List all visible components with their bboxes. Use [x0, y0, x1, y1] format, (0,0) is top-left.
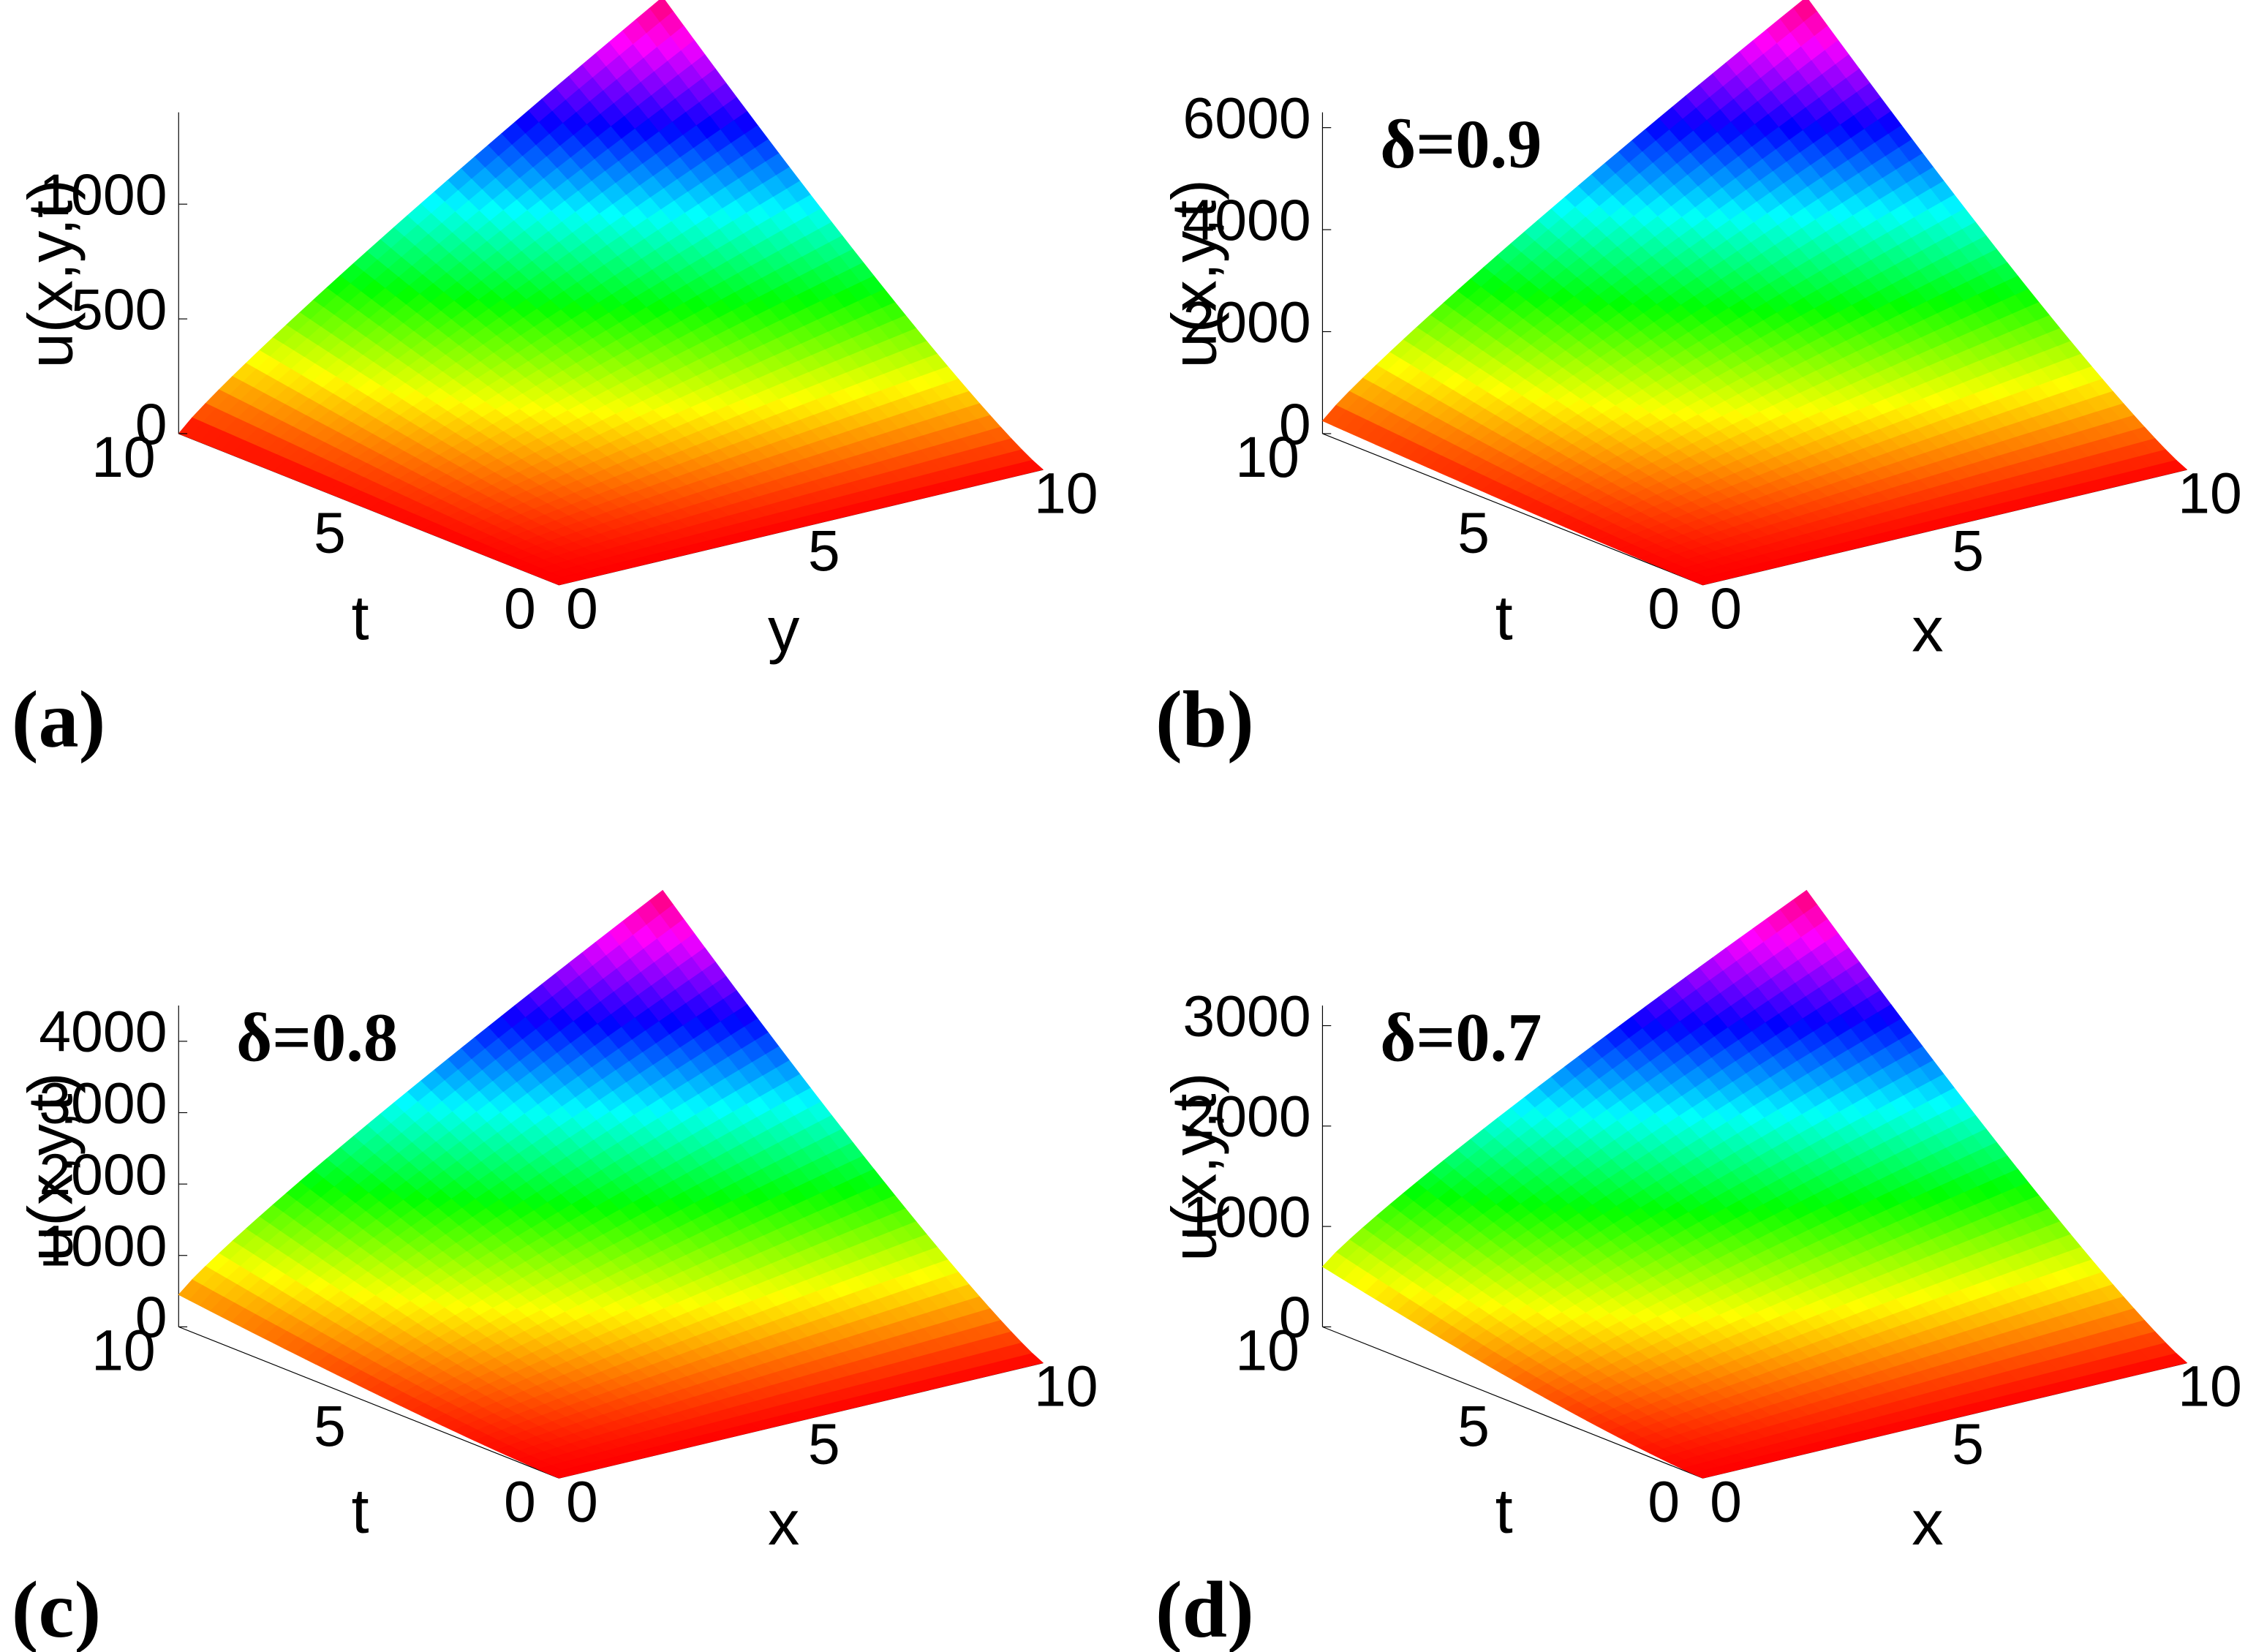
x-tick-label: 0: [566, 576, 598, 641]
surface: [178, 889, 1044, 1479]
t-axis-label: t: [351, 1476, 369, 1547]
t-axis-label: t: [351, 584, 369, 654]
z-tick-label: 0: [135, 1285, 167, 1349]
t-tick-label: 10: [91, 1318, 156, 1382]
panel-label: (b): [1155, 674, 1254, 763]
t-tick-label: 10: [1235, 425, 1299, 489]
t-axis-line: [1322, 1326, 1703, 1479]
surface-patch: [547, 1470, 573, 1479]
z-tick-label: 0: [135, 392, 167, 456]
z-axis-label: u(x,y,t): [15, 1072, 86, 1261]
t-tick-label: 5: [314, 500, 346, 565]
z-tick-label: 500: [71, 277, 167, 342]
z-tick-label: 4000: [39, 1000, 167, 1064]
surface-patch: [547, 577, 574, 586]
t-tick-label: 10: [91, 425, 156, 489]
panel-label: (c): [12, 1565, 101, 1652]
delta-annotation: δ=0.9: [1380, 107, 1542, 183]
t-tick-label: 0: [504, 1469, 536, 1534]
t-axis-label: t: [1495, 584, 1513, 654]
t-tick-label: 5: [1457, 500, 1490, 565]
z-tick-label: 1000: [39, 1214, 167, 1278]
x-axis-label: x: [1912, 595, 1943, 665]
x-tick-label: 0: [566, 1469, 598, 1534]
z-tick-label: 2000: [1182, 290, 1310, 354]
surface: [1321, 0, 2188, 586]
x-tick-label: 5: [1952, 518, 1984, 583]
panel-c: 0100020003000400005100510xtu(x,y,t)δ=0.8…: [12, 889, 1098, 1652]
z-tick-label: 2000: [39, 1142, 167, 1207]
x-tick-label: 10: [1034, 461, 1098, 525]
t-tick-label: 0: [1648, 576, 1680, 641]
z-tick-label: 6000: [1182, 86, 1310, 150]
surface: [1321, 889, 2188, 1479]
x-tick-label: 5: [808, 518, 840, 583]
t-tick-label: 0: [504, 576, 536, 641]
x-axis-label: y: [768, 595, 800, 665]
x-tick-label: 10: [1034, 1354, 1098, 1419]
z-tick-label: 4000: [1182, 188, 1310, 252]
t-tick-label: 5: [314, 1394, 346, 1458]
t-axis-line: [178, 1326, 559, 1479]
delta-annotation: δ=0.8: [236, 1000, 398, 1076]
surface-patch: [1691, 576, 1718, 586]
x-tick-label: 5: [808, 1412, 840, 1476]
z-axis-label: u(x,y,t): [1160, 179, 1230, 368]
surface: [178, 0, 1044, 586]
z-tick-label: 0: [1279, 392, 1311, 456]
z-tick-label: 1000: [39, 162, 167, 227]
z-tick-label: 3000: [39, 1071, 167, 1135]
x-tick-label: 10: [2178, 461, 2242, 525]
x-tick-label: 0: [1710, 576, 1742, 641]
x-axis-label: x: [768, 1488, 799, 1558]
z-axis-label: u(x,y,t): [16, 179, 86, 368]
panel-label: (a): [12, 674, 106, 763]
t-axis-line: [1322, 433, 1703, 586]
